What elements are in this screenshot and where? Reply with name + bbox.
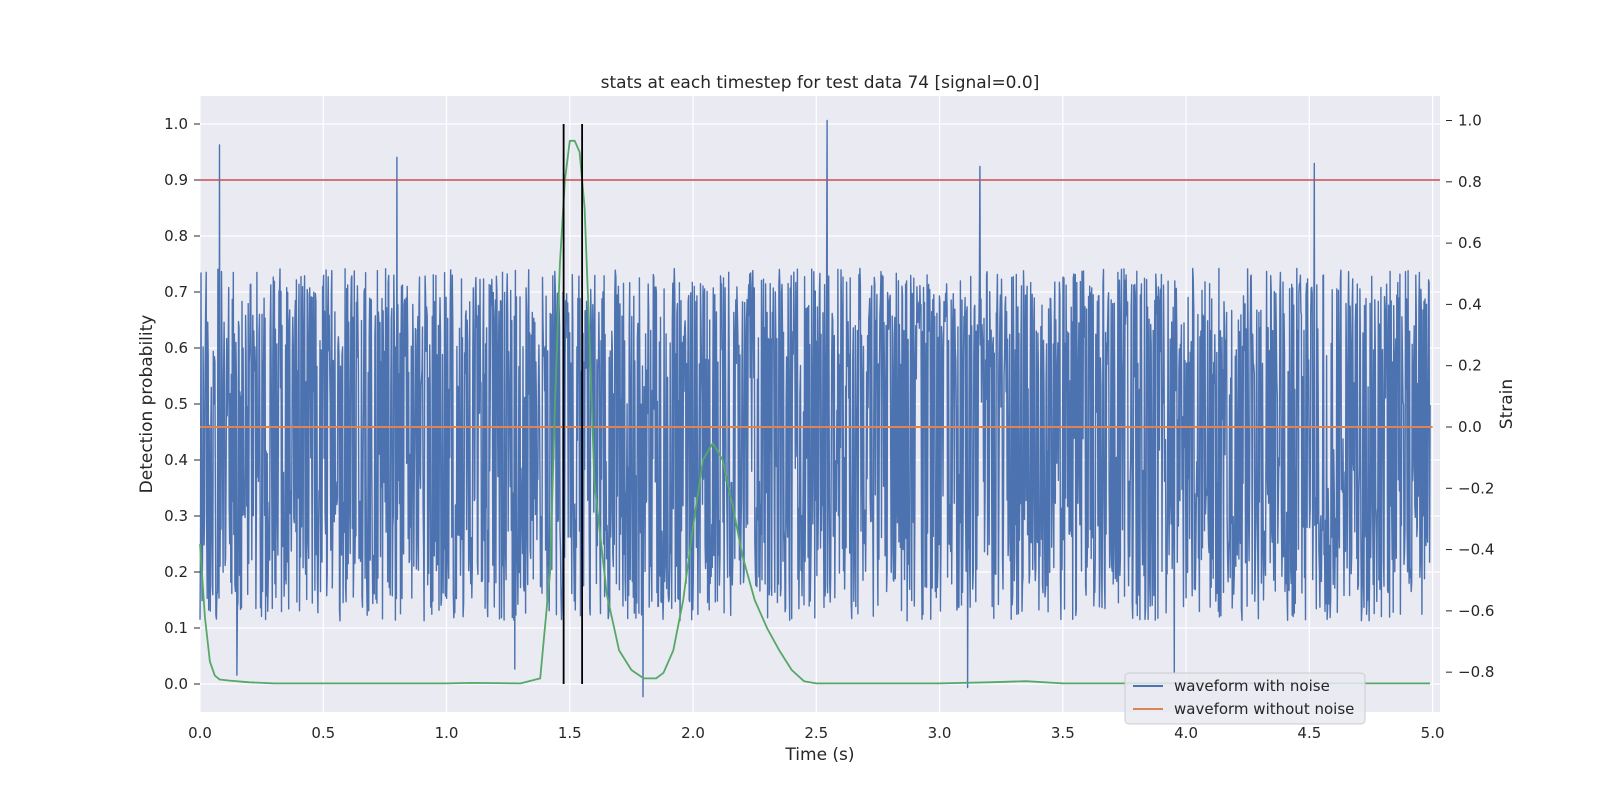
y-left-tick-label: 0.1 bbox=[164, 619, 188, 637]
x-tick-label: 4.0 bbox=[1174, 724, 1198, 742]
y-left-tick-label: 0.8 bbox=[164, 227, 188, 245]
legend-label-noise: waveform with noise bbox=[1174, 677, 1330, 695]
x-tick-label: 4.5 bbox=[1297, 724, 1321, 742]
x-axis-label: Time (s) bbox=[784, 745, 854, 765]
probability-series bbox=[199, 139, 1431, 685]
x-tick-label: 3.0 bbox=[928, 724, 952, 742]
y-right-tick-label: −0.8 bbox=[1458, 663, 1494, 681]
x-tick-label: 0.0 bbox=[188, 724, 212, 742]
y-right-tick-label: 0.8 bbox=[1458, 173, 1482, 191]
markers bbox=[562, 124, 584, 684]
x-tick-label: 2.0 bbox=[681, 724, 705, 742]
y-right-tick-label: 1.0 bbox=[1458, 112, 1482, 130]
x-tick-label: 0.5 bbox=[311, 724, 335, 742]
y-right-tick-label: 0.2 bbox=[1458, 357, 1482, 375]
x-tick-label: 3.5 bbox=[1051, 724, 1075, 742]
probability-series-line bbox=[199, 139, 1431, 685]
y-left-tick-label: 0.7 bbox=[164, 283, 188, 301]
y-right-axis-ticks: −0.8 −0.6 −0.4 −0.2 0.0 0.2 0.4 0.6 0.8 1.0 bbox=[1446, 112, 1494, 681]
noise-series-line bbox=[199, 119, 1431, 698]
x-axis-ticks: 0.0 0.5 1.0 1.5 2.0 2.5 3.0 3.5 4.0 4.5 5.0 bbox=[188, 724, 1444, 742]
y-right-tick-label: −0.2 bbox=[1458, 479, 1494, 497]
x-tick-label: 5.0 bbox=[1421, 724, 1445, 742]
y-right-tick-label: 0.4 bbox=[1458, 295, 1482, 313]
y-left-tick-label: 0.5 bbox=[164, 395, 188, 413]
x-tick-label: 1.5 bbox=[558, 724, 582, 742]
x-tick-label: 2.5 bbox=[804, 724, 828, 742]
y-left-tick-label: 1.0 bbox=[164, 115, 188, 133]
noise-series bbox=[199, 119, 1431, 698]
y-left-tick-label: 0.9 bbox=[164, 171, 188, 189]
y-left-tick-label: 0.3 bbox=[164, 507, 188, 525]
y-left-tick-label: 0.4 bbox=[164, 451, 188, 469]
legend-box bbox=[1124, 672, 1366, 725]
y-right-tick-label: −0.6 bbox=[1458, 602, 1494, 620]
y-right-tick-label: −0.4 bbox=[1458, 541, 1494, 559]
legend-label-clean: waveform without noise bbox=[1174, 700, 1354, 718]
y-right-tick-label: 0.0 bbox=[1458, 418, 1482, 436]
y-left-tick-label: 0.0 bbox=[164, 675, 188, 693]
y-left-tick-label: 0.6 bbox=[164, 339, 188, 357]
y-left-axis-label: Detection probability bbox=[137, 315, 157, 494]
y-left-axis-ticks: 0.0 0.1 0.2 0.3 0.4 0.5 0.6 0.7 0.8 0.9 1.0 bbox=[164, 115, 200, 693]
y-left-tick-label: 0.2 bbox=[164, 563, 188, 581]
y-right-axis-label: Strain bbox=[1497, 379, 1517, 429]
legend: waveform with noise waveform without noi… bbox=[1124, 672, 1366, 725]
chart-title: stats at each timestep for test data 74 … bbox=[601, 73, 1040, 93]
y-right-tick-label: 0.6 bbox=[1458, 234, 1482, 252]
x-tick-label: 1.0 bbox=[435, 724, 459, 742]
